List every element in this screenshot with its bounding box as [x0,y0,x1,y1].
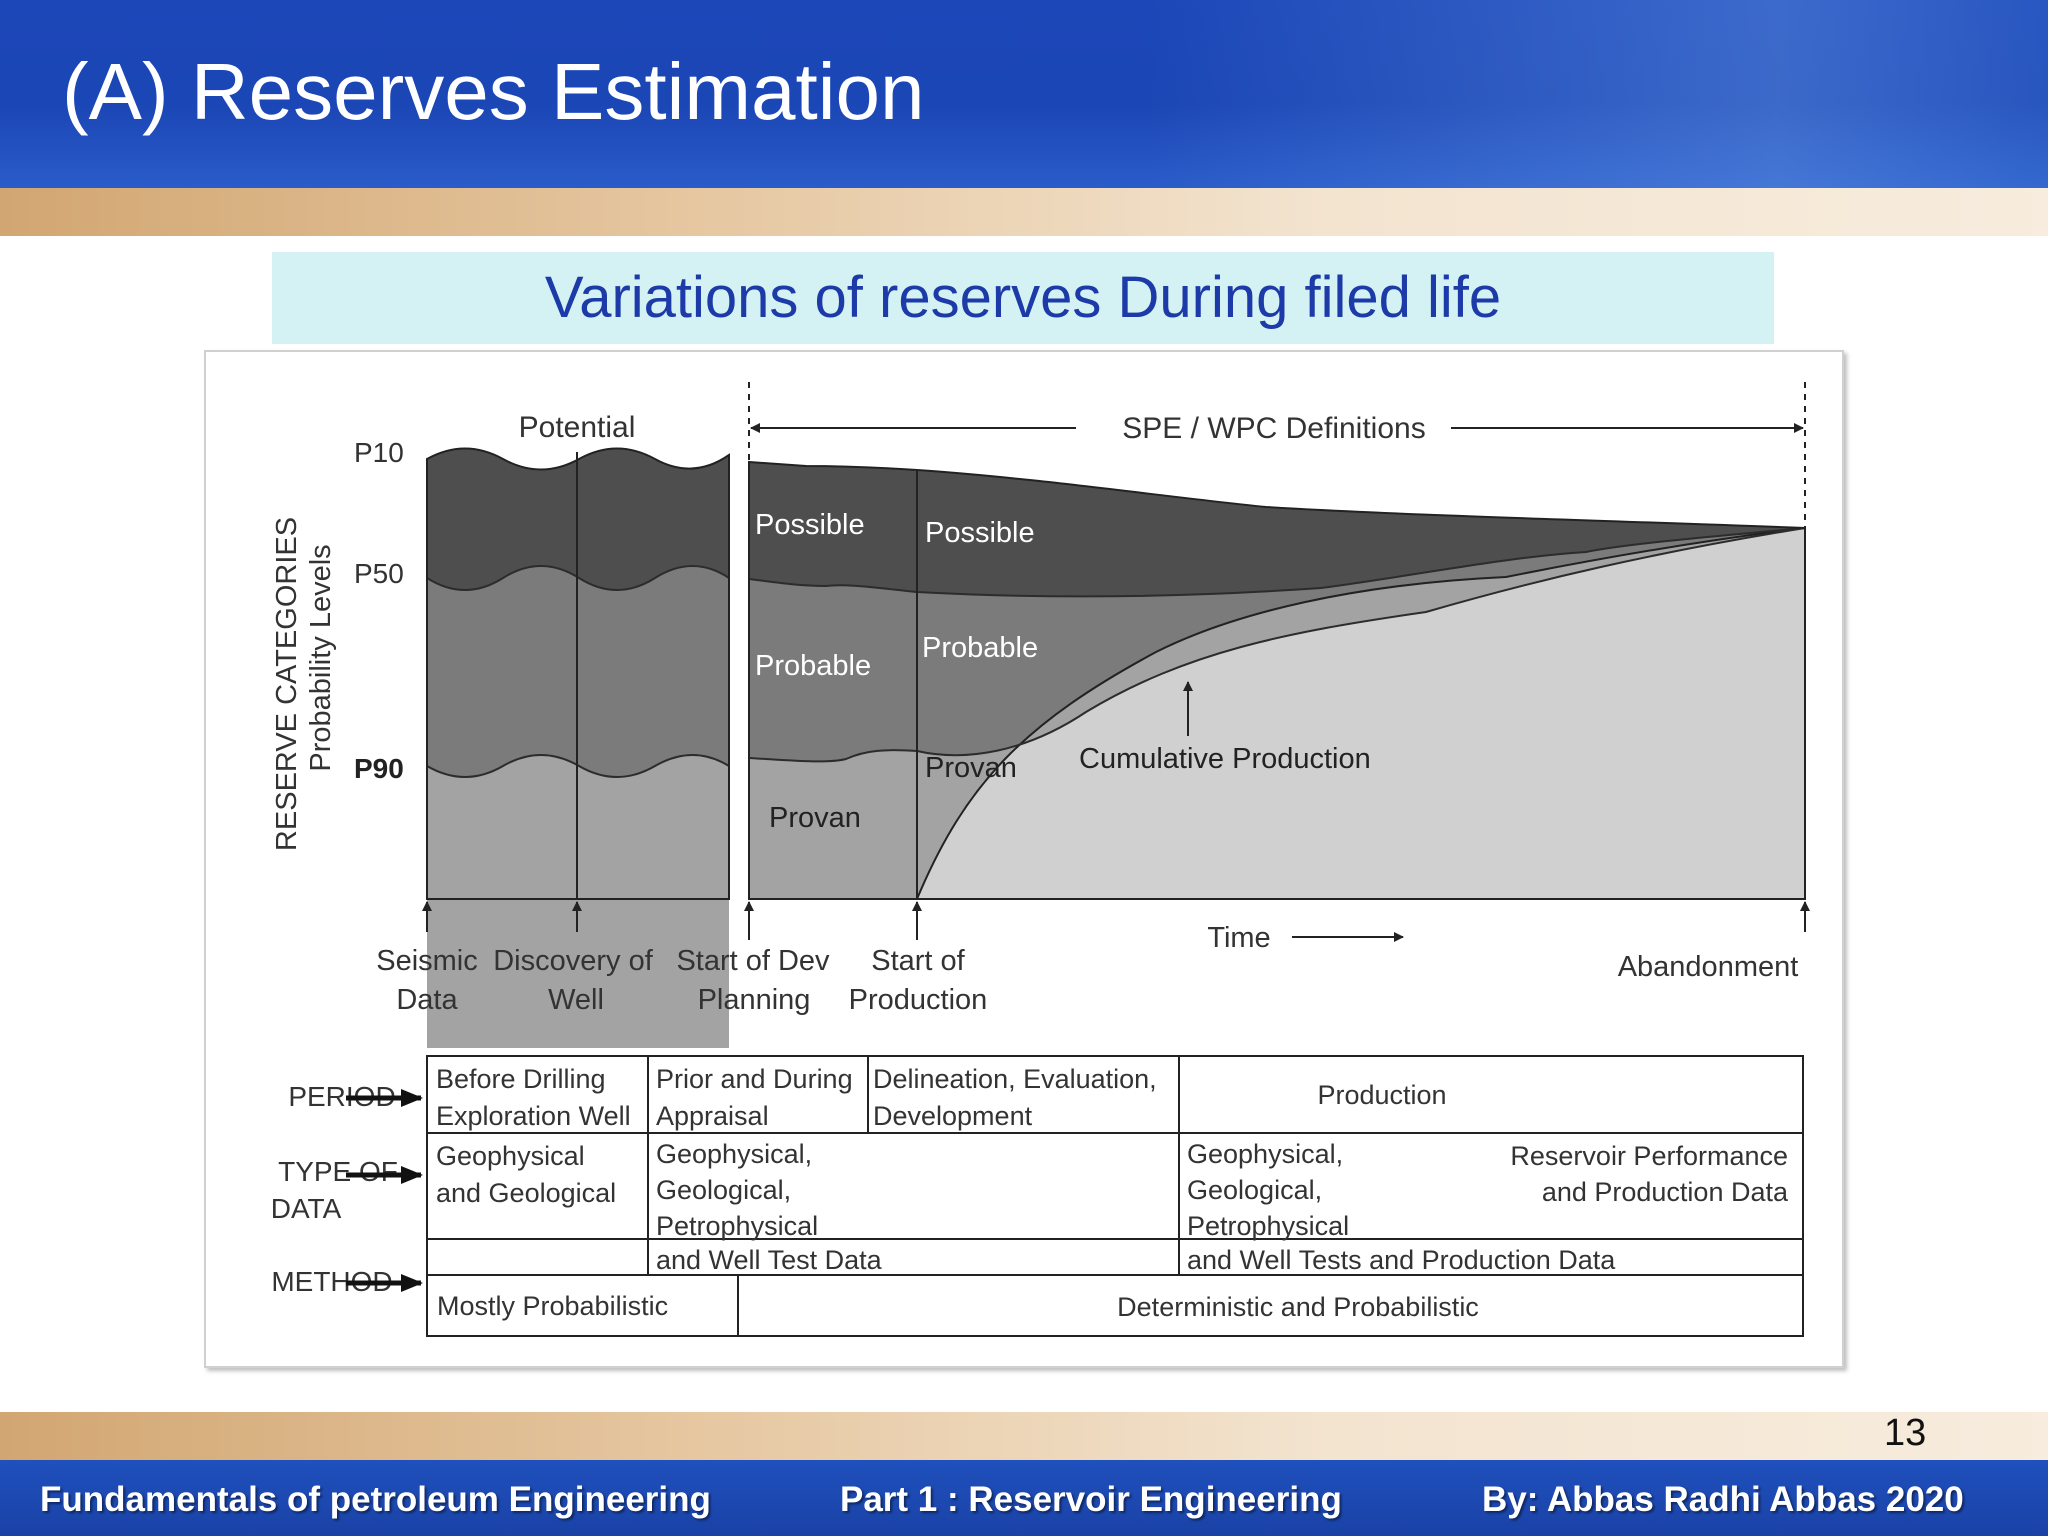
header-highlight [1148,0,2048,188]
type-cell-1a: Geophysical [436,1141,585,1171]
discovery-label-2: Well [548,984,604,1016]
right-p50-boundary [748,527,1806,598]
right-proven-area [749,528,1805,899]
slide-header: (A) Reserves Estimation [0,0,2048,188]
proven-label-2: Provan [925,752,1017,784]
period-data-method-table: Before Drilling Exploration Well Prior a… [426,1055,1804,1337]
type-cell-4a: Reservoir Performance [1510,1141,1788,1171]
type-cell-3d: and Well Tests and Production Data [1187,1245,1616,1275]
probable-label-2: Probable [922,632,1038,664]
type-cell-2d: and Well Test Data [656,1245,883,1275]
period-cell-3a: Delineation, Evaluation, [873,1064,1157,1094]
header-accent-band [0,188,2048,236]
period-cell-3b: Development [873,1101,1033,1131]
seismic-label-1: Seismic [376,945,478,977]
cumulative-production-label: Cumulative Production [1079,743,1371,775]
reserves-diagram: RESERVE CATEGORIES Probability Levels P1… [271,382,1810,1337]
method-cell-2: Deterministic and Probabilistic [1117,1292,1479,1322]
type-cell-2b: Geological, [656,1175,791,1205]
slide-title: (A) Reserves Estimation [62,47,925,136]
left-panel-border [426,447,730,900]
right-probable-area [749,528,1805,762]
period-cell-4: Production [1317,1080,1446,1110]
possible-label-1: Possible [755,509,865,541]
slide-subtitle: Variations of reserves During filed life [544,265,1502,330]
potential-panel [426,447,730,1048]
left-p90-boundary [426,754,730,778]
discovery-label-1: Discovery of [493,945,653,977]
p50-label: P50 [354,558,404,589]
possible-label-2: Possible [925,517,1035,549]
abandonment-label: Abandonment [1618,951,1799,983]
seismic-label-2: Data [396,984,458,1016]
dev-planning-label-2: Planning [698,984,811,1016]
production-start-label-1: Start of [871,945,965,977]
time-label: Time [1207,922,1270,954]
left-p50-boundary [426,565,730,591]
footer-part-title: Part 1 : Reservoir Engineering [840,1480,1342,1519]
type-cell-2a: Geophysical, [656,1139,812,1169]
type-cell-2c: Petrophysical [656,1211,818,1241]
spe-panel [748,382,1806,900]
spe-wpc-label: SPE / WPC Definitions [1122,412,1425,445]
right-panel-border [748,460,1806,900]
type-cell-4b: and Production Data [1542,1177,1789,1207]
footer-course-title: Fundamentals of petroleum Engineering [40,1480,711,1519]
cumulative-production-curve [916,527,1806,900]
y-axis-subtitle: Probability Levels [305,544,337,771]
slide-footer: Fundamentals of petroleum Engineering Pa… [0,1460,2048,1536]
type-cell-1b: and Geological [436,1178,616,1208]
type-row-label-1: TYPE OF [278,1156,398,1187]
period-cell-1a: Before Drilling [436,1064,606,1094]
type-cell-3b: Geological, [1187,1175,1322,1205]
type-cell-3c: Petrophysical [1187,1211,1349,1241]
reserves-diagram-figure: RESERVE CATEGORIES Probability Levels P1… [204,350,1844,1368]
method-cell-1: Mostly Probabilistic [437,1291,668,1321]
dev-planning-label-1: Start of Dev [676,945,830,977]
right-possible-area [749,462,1805,597]
p90-label: P90 [354,753,404,784]
right-p90-boundary [748,527,1806,763]
table-border [426,1055,1804,1337]
proven-label-1: Provan [769,802,861,834]
production-start-label-2: Production [849,984,988,1016]
period-cell-2b: Appraisal [656,1101,769,1131]
period-cell-2a: Prior and During [656,1064,853,1094]
subtitle-box: Variations of reserves During filed life [272,252,1774,344]
page-number: 13 [1884,1412,1927,1454]
type-cell-3a: Geophysical, [1187,1139,1343,1169]
type-row-label-2: DATA [271,1193,342,1224]
p10-label: P10 [354,437,404,468]
y-axis-title: RESERVE CATEGORIES [271,517,303,851]
period-cell-1b: Exploration Well [436,1101,631,1131]
footer-author: By: Abbas Radhi Abbas 2020 [1482,1480,1964,1519]
probable-label-1: Probable [755,650,871,682]
footer-accent-band [0,1412,2048,1460]
potential-label: Potential [519,411,636,444]
